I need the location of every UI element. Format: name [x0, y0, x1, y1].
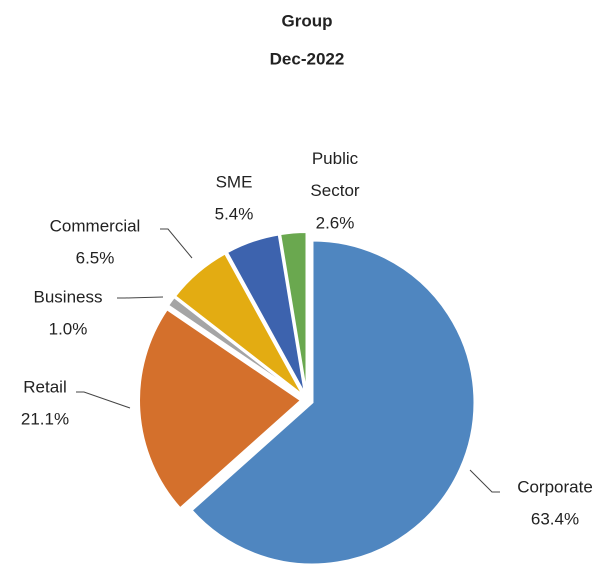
pie-slice — [138, 307, 303, 510]
slice-value-label: 6.5% — [76, 248, 115, 267]
leader-line — [117, 296, 164, 299]
slice-value-label: 1.0% — [49, 319, 88, 338]
slice-value-label: 2.6% — [316, 213, 355, 232]
leader-line — [76, 391, 131, 409]
slice-value-label: 5.4% — [215, 204, 254, 223]
pie-slice — [279, 231, 308, 395]
slice-value-label: 63.4% — [531, 509, 579, 528]
slice-value-label: 21.1% — [21, 409, 69, 428]
leader-line — [160, 228, 193, 259]
pie-slice — [166, 295, 303, 398]
pie-slice — [225, 233, 307, 395]
chart-subtitle: Dec-2022 — [270, 49, 345, 68]
slice-label-line: Sector — [310, 181, 359, 200]
chart-title: Group — [282, 11, 333, 30]
slice-label: Commercial — [50, 216, 141, 235]
pie-slice — [190, 239, 476, 566]
slice-label: Public Sector — [310, 149, 359, 200]
pie-slice — [173, 252, 304, 397]
slice-label: Retail — [23, 377, 66, 396]
leader-line — [469, 469, 500, 493]
slice-label: Business — [34, 287, 103, 306]
slice-label-line: Public — [312, 149, 359, 168]
slice-label: Corporate — [517, 477, 593, 496]
slice-label: SME — [216, 172, 253, 191]
